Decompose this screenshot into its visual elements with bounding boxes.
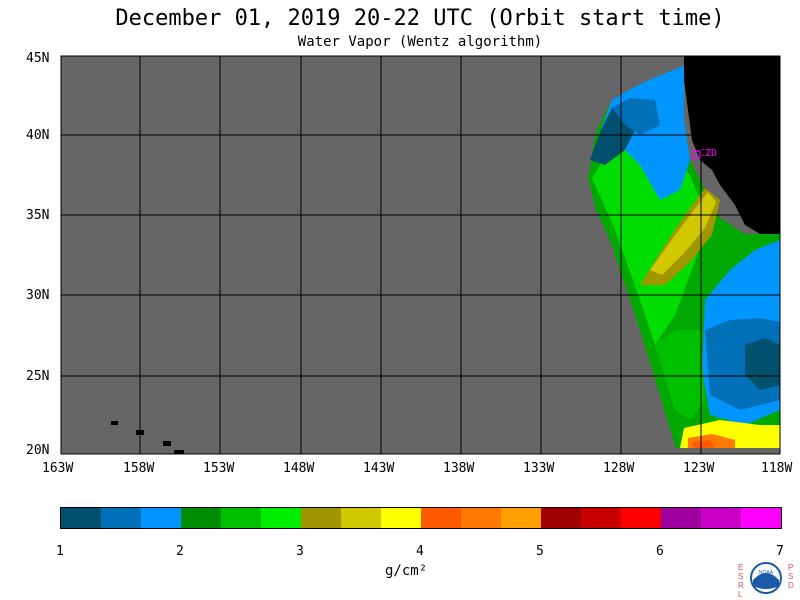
colorbar-swatch-15 xyxy=(621,508,661,528)
colorbar-tick-1: 1 xyxy=(56,544,64,559)
colorbar-units: g/cm² xyxy=(385,563,428,579)
lon-label-128w: 128W xyxy=(603,461,635,476)
colorbar-swatch-5 xyxy=(221,508,261,528)
colorbar-swatch-9 xyxy=(381,508,421,528)
station-marker xyxy=(692,150,701,159)
colorbar-swatch-14 xyxy=(581,508,621,528)
colorbar-tick-6: 6 xyxy=(656,544,664,559)
colorbar-swatch-12 xyxy=(501,508,541,528)
noaa-logo: E S R L NOAA P S D xyxy=(738,562,794,599)
logo-right-d: D xyxy=(788,581,794,590)
colorbar-swatch-3 xyxy=(141,508,181,528)
colorbar-swatch-17 xyxy=(701,508,741,528)
logo-left-s: S xyxy=(738,572,743,581)
swath-blue-north xyxy=(600,66,690,200)
map-title: December 01, 2019 20-22 UTC (Orbit start… xyxy=(115,6,725,31)
colorbar-tick-2: 2 xyxy=(176,544,184,559)
swath-green-south xyxy=(655,330,705,420)
colorbar-swatch-8 xyxy=(341,508,381,528)
lon-label-133w: 133W xyxy=(523,461,555,476)
lat-label-35n: 35N xyxy=(26,208,50,223)
colorbar xyxy=(60,507,782,529)
station-label: CZD xyxy=(699,148,717,159)
island-hawaii xyxy=(174,450,184,454)
map-subtitle: Water Vapor (Wentz algorithm) xyxy=(297,34,543,50)
colorbar-swatch-10 xyxy=(421,508,461,528)
colorbar-swatch-2 xyxy=(101,508,141,528)
lat-label-25n: 25N xyxy=(26,369,50,384)
swath xyxy=(588,66,780,448)
island-maui xyxy=(163,441,171,446)
lon-label-143w: 143W xyxy=(363,461,395,476)
colorbar-tick-7: 7 xyxy=(776,544,784,559)
swath-darkblue-east xyxy=(745,338,780,390)
lat-label-20n: 20N xyxy=(26,443,50,458)
swath-red-south xyxy=(693,440,715,448)
colorbar-swatch-6 xyxy=(261,508,301,528)
island-kauai xyxy=(111,421,118,425)
lon-label-118w: 118W xyxy=(761,461,793,476)
colorbar-tick-3: 3 xyxy=(296,544,304,559)
logo-wave xyxy=(753,573,779,589)
lat-label-45n: 45N xyxy=(26,51,50,66)
colorbar-swatch-11 xyxy=(461,508,501,528)
graticule xyxy=(61,56,780,454)
lon-label-138w: 138W xyxy=(443,461,475,476)
logo-left-r: R xyxy=(738,581,744,590)
logo-left-l: L xyxy=(738,590,743,599)
logo-left-e: E xyxy=(738,563,743,572)
lat-label-30n: 30N xyxy=(26,288,50,303)
lon-label-163w: 163W xyxy=(42,461,74,476)
lon-label-148w: 148W xyxy=(283,461,315,476)
colorbar-swatch-13 xyxy=(541,508,581,528)
lon-label-153w: 153W xyxy=(203,461,235,476)
logo-text: NOAA xyxy=(759,570,774,576)
north-america-landmass xyxy=(684,56,780,234)
colorbar-swatch-18 xyxy=(741,508,781,528)
colorbar-tick-4: 4 xyxy=(416,544,424,559)
map-frame xyxy=(60,55,781,455)
colorbar-swatch-1 xyxy=(61,508,101,528)
swath-yellow-band xyxy=(650,192,716,275)
colorbar-swatch-4 xyxy=(181,508,221,528)
colorbar-swatch-7 xyxy=(301,508,341,528)
logo-right-s: S xyxy=(788,572,793,581)
colorbar-swatch-16 xyxy=(661,508,701,528)
colorbar-tick-5: 5 xyxy=(536,544,544,559)
lon-label-158w: 158W xyxy=(123,461,155,476)
swath-midblue-north xyxy=(612,98,660,135)
logo-right-p: P xyxy=(788,563,793,572)
lat-label-40n: 40N xyxy=(26,128,50,143)
lon-label-123w: 123W xyxy=(683,461,715,476)
